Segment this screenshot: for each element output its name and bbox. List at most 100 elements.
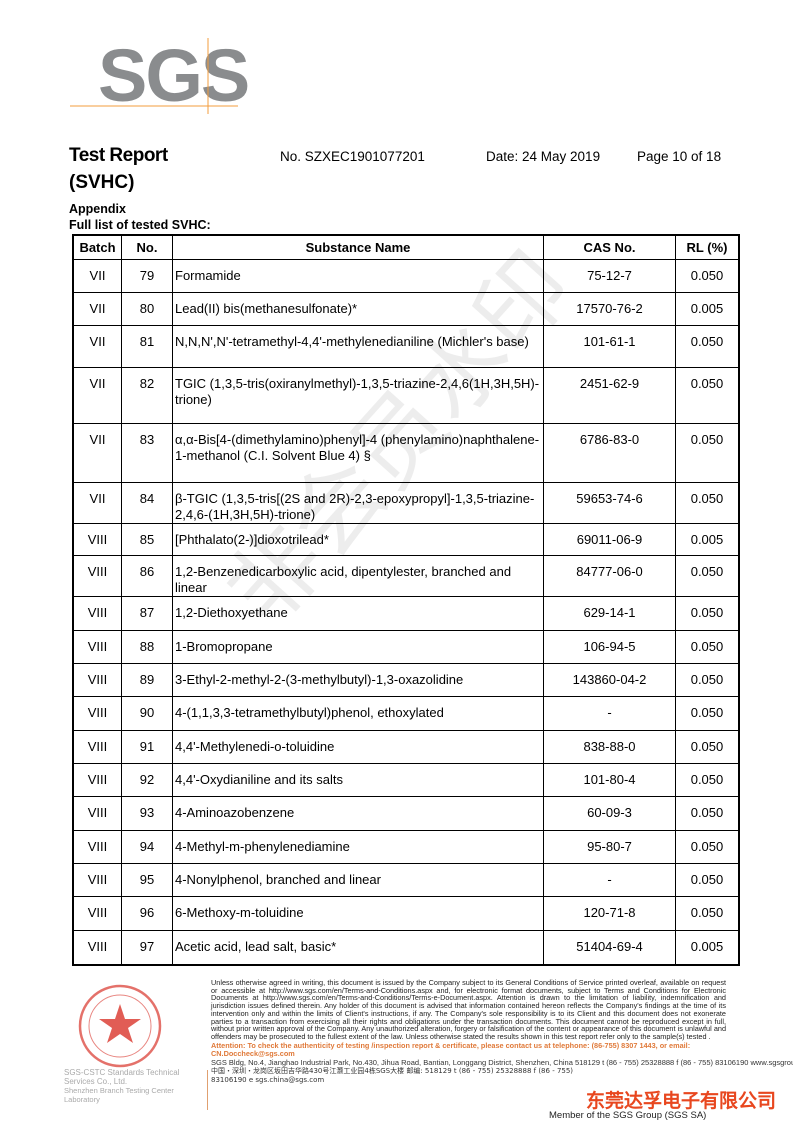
logo-accent-lines [70, 38, 238, 114]
col-batch: Batch [72, 234, 122, 260]
table-row: VIII 88 1-Bromopropane 106-94-5 0.050 [72, 630, 740, 664]
cas-number-cell: 2451-62-9 [543, 367, 676, 424]
col-cas: CAS No. [543, 234, 676, 260]
substance-name-cell: 4,4'-Methylenedi-o-toluidine [172, 730, 544, 764]
col-rl: RL (%) [675, 234, 740, 260]
footer-divider [207, 1070, 208, 1110]
cas-number-cell: 60-09-3 [543, 796, 676, 831]
substance-name-cell: 4-Nonylphenol, branched and linear [172, 863, 544, 897]
sgs-logo-text: SGS [98, 34, 250, 117]
table-row: VIII 89 3-Ethyl-2-methyl-2-(3-methylbutyl)… [72, 663, 740, 697]
table-row: VIII 86 1,2-Benzenedicarboxylic acid, dipe… [72, 555, 740, 597]
table-row: VIII 96 6-Methoxy-m-toluidine 120-71-8 0.050 [72, 896, 740, 931]
inspection-stamp [78, 984, 162, 1068]
substance-name-cell: Lead(II) bis(methanesulfonate)* [172, 292, 544, 326]
table-row: VIII 95 4-Nonylphenol, branched and linear… [72, 863, 740, 897]
table-row: VII 84 β-TGIC (1,3,5-tris[(2S and 2R)-2,3-… [72, 482, 740, 524]
batch-cell: VIII [72, 930, 122, 965]
substance-name-cell: 6-Methoxy-m-toluidine [172, 896, 544, 931]
report-number: No. SZXEC1901077201 [280, 149, 425, 164]
table-row: VIII 90 4-(1,1,3,3-tetramethylbutyl)phenol… [72, 696, 740, 731]
table-body: VII 79 Formamide 75-12-7 0.050 VII 80 Lead(II) … [72, 259, 740, 965]
number-cell: 88 [121, 630, 173, 664]
cas-number-cell: 69011-06-9 [543, 523, 676, 556]
number-cell: 89 [121, 663, 173, 697]
table-row: VII 79 Formamide 75-12-7 0.050 [72, 259, 740, 293]
substance-name-cell: 3-Ethyl-2-methyl-2-(3-methylbutyl)-1,3-o… [172, 663, 544, 697]
batch-cell: VIII [72, 555, 122, 597]
batch-cell: VIII [72, 796, 122, 831]
table-row: VIII 91 4,4'-Methylenedi-o-toluidine 838-88… [72, 730, 740, 764]
table-header-row: Batch No. Substance Name CAS No. RL (%) [72, 234, 740, 260]
rl-value-cell: 0.050 [675, 325, 740, 368]
report-title: Test Report [69, 145, 168, 166]
number-cell: 93 [121, 796, 173, 831]
batch-cell: VIII [72, 630, 122, 664]
cas-number-cell: 629-14-1 [543, 596, 676, 631]
stamp-lines: SGS-CSTC Standards Technical Services Co… [64, 1068, 202, 1104]
rl-value-cell: 0.050 [675, 663, 740, 697]
svhc-table: Batch No. Substance Name CAS No. RL (%) … [72, 234, 740, 966]
number-cell: 80 [121, 292, 173, 326]
substance-name-cell: 4-(1,1,3,3-tetramethylbutyl)phenol, etho… [172, 696, 544, 731]
cas-number-cell: 75-12-7 [543, 259, 676, 293]
number-cell: 97 [121, 930, 173, 965]
table-row: VIII 94 4-Methyl-m-phenylenediamine 95-80-7… [72, 830, 740, 864]
rl-value-cell: 0.050 [675, 730, 740, 764]
batch-cell: VII [72, 292, 122, 326]
cas-number-cell: 101-80-4 [543, 763, 676, 797]
rl-value-cell: 0.005 [675, 292, 740, 326]
rl-value-cell: 0.005 [675, 930, 740, 965]
page-number: Page 10 of 18 [637, 149, 722, 164]
rl-value-cell: 0.050 [675, 367, 740, 424]
number-cell: 81 [121, 325, 173, 368]
number-cell: 84 [121, 482, 173, 524]
rl-value-cell: 0.050 [675, 796, 740, 831]
cas-number-cell: 120-71-8 [543, 896, 676, 931]
substance-name-cell: N,N,N',N'-tetramethyl-4,4'-methylenedian… [172, 325, 544, 368]
report-subtitle: (SVHC) [69, 172, 135, 193]
cas-number-cell: - [543, 696, 676, 731]
cas-number-cell: 84777-06-0 [543, 555, 676, 597]
appendix-heading: Appendix [69, 202, 126, 216]
rl-value-cell: 0.050 [675, 863, 740, 897]
batch-cell: VIII [72, 730, 122, 764]
rl-value-cell: 0.050 [675, 596, 740, 631]
batch-cell: VII [72, 259, 122, 293]
number-cell: 94 [121, 830, 173, 864]
substance-name-cell: 1,2-Diethoxyethane [172, 596, 544, 631]
batch-cell: VIII [72, 663, 122, 697]
number-cell: 86 [121, 555, 173, 597]
number-cell: 96 [121, 896, 173, 931]
rl-value-cell: 0.050 [675, 830, 740, 864]
substance-name-cell: 4-Aminoazobenzene [172, 796, 544, 831]
batch-cell: VII [72, 482, 122, 524]
authenticity-notice: Attention: To check the authenticity of … [211, 1040, 691, 1058]
rl-value-cell: 0.050 [675, 259, 740, 293]
list-heading: Full list of tested SVHC: [69, 218, 211, 232]
table-row: VIII 92 4,4'-Oxydianiline and its salts 101… [72, 763, 740, 797]
batch-cell: VIII [72, 896, 122, 931]
substance-name-cell: TGIC (1,3,5-tris(oxiranylmethyl)-1,3,5-t… [172, 367, 544, 424]
table-row: VIII 87 1,2-Diethoxyethane 629-14-1 0.050 [72, 596, 740, 631]
batch-cell: VIII [72, 763, 122, 797]
stamp-branch: Shenzhen Branch Testing Center Laborator… [64, 1086, 174, 1104]
number-cell: 79 [121, 259, 173, 293]
sgs-member: Member of the SGS Group (SGS SA) [549, 1110, 707, 1121]
cas-number-cell: 17570-76-2 [543, 292, 676, 326]
cas-number-cell: - [543, 863, 676, 897]
batch-cell: VII [72, 325, 122, 368]
number-cell: 82 [121, 367, 173, 424]
batch-cell: VIII [72, 696, 122, 731]
sgs-logo: SGS [70, 36, 250, 116]
report-date: Date: 24 May 2019 [486, 149, 601, 164]
batch-cell: VII [72, 423, 122, 483]
col-substance: Substance Name [172, 234, 544, 260]
substance-name-cell: β-TGIC (1,3,5-tris[(2S and 2R)-2,3-epoxy… [172, 482, 544, 524]
batch-cell: VII [72, 367, 122, 424]
cas-number-cell: 51404-69-4 [543, 930, 676, 965]
cas-number-cell: 101-61-1 [543, 325, 676, 368]
stamp-company: SGS-CSTC Standards Technical Services Co… [64, 1068, 180, 1086]
address-cn: 中国・深圳・龙岗区坂田吉华路430号江灏工业园4栋SGS大楼 邮编: 51812… [211, 1066, 574, 1084]
